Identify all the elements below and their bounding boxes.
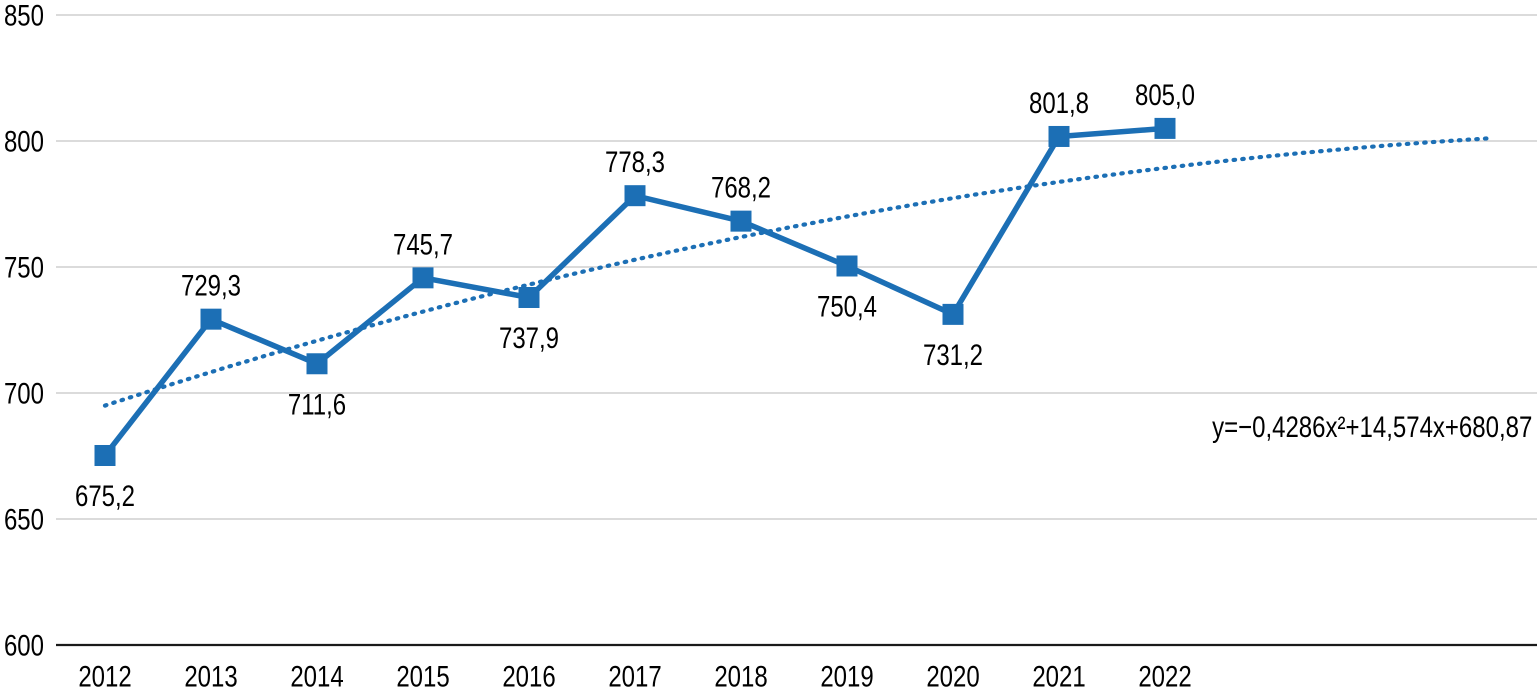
data-point-marker — [624, 185, 646, 207]
data-point-label: 778,3 — [605, 145, 665, 179]
y-tick-label: 600 — [4, 628, 44, 662]
x-tick-label: 2020 — [926, 659, 979, 693]
x-tick-label: 2014 — [290, 659, 343, 693]
x-tick-label: 2022 — [1138, 659, 1191, 693]
x-tick-label: 2017 — [608, 659, 661, 693]
x-tick-label: 2018 — [714, 659, 767, 693]
data-point-label: 737,9 — [499, 320, 559, 354]
y-tick-label: 650 — [4, 502, 44, 536]
x-tick-label: 2021 — [1032, 659, 1085, 693]
y-tick-label: 700 — [4, 376, 44, 410]
data-point-marker — [942, 303, 964, 325]
x-tick-label: 2012 — [78, 659, 131, 693]
data-point-marker — [200, 308, 222, 330]
x-tick-label: 2015 — [396, 659, 449, 693]
y-tick-label: 850 — [4, 0, 44, 32]
x-tick-label: 2013 — [184, 659, 237, 693]
data-point-label: 805,0 — [1135, 77, 1195, 111]
data-point-label: 729,3 — [181, 268, 241, 302]
data-point-marker — [1048, 125, 1070, 147]
data-point-marker — [306, 353, 328, 375]
x-tick-label: 2019 — [820, 659, 873, 693]
trendline-equation-label: y=−0,4286x²+14,574x+680,87 — [1211, 411, 1532, 444]
data-point-label: 675,2 — [75, 478, 135, 512]
data-point-marker — [730, 210, 752, 232]
data-point-marker — [1154, 117, 1176, 139]
y-tick-label: 800 — [4, 124, 44, 158]
data-point-label: 750,4 — [817, 289, 877, 323]
data-point-label: 801,8 — [1029, 85, 1089, 119]
data-point-label: 731,2 — [923, 337, 983, 371]
x-tick-label: 2016 — [502, 659, 555, 693]
data-point-label: 768,2 — [711, 170, 771, 204]
data-point-marker — [412, 267, 434, 289]
data-point-marker — [836, 255, 858, 277]
y-tick-label: 750 — [4, 250, 44, 284]
data-point-label: 745,7 — [393, 227, 453, 261]
data-point-marker — [94, 444, 116, 466]
data-point-label: 711,6 — [288, 387, 346, 421]
data-point-marker — [518, 286, 540, 308]
trendline — [102, 136, 1491, 408]
